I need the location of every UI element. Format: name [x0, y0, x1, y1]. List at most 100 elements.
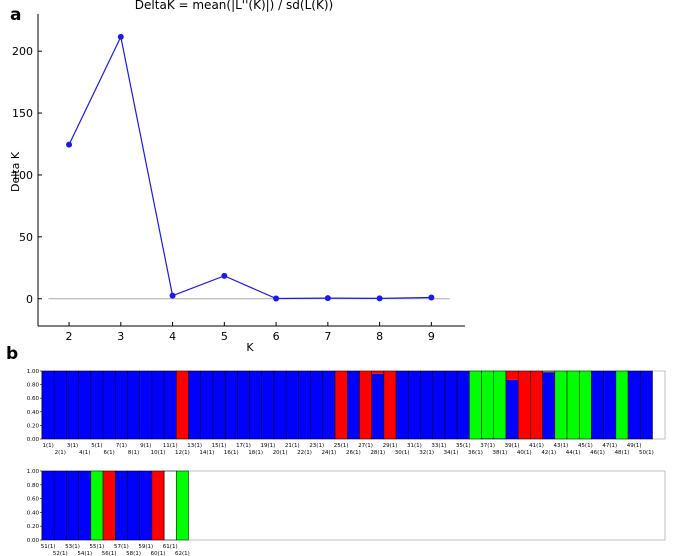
chart-b-xtick-label: 41(1) [529, 443, 544, 449]
chart-b-xtick-label: 28(1) [370, 450, 385, 456]
chart-b-xtick-label: 53(1) [65, 544, 80, 550]
chart-b-xtick-label: 25(1) [334, 443, 349, 449]
chart-b-xtick-label: 26(1) [346, 450, 361, 456]
chart-a-ytick-label: 200 [12, 45, 33, 58]
chart-b-xtick-label: 38(1) [492, 450, 507, 456]
chart-b-segment-blue [115, 471, 128, 540]
chart-b-segment-blue [322, 371, 336, 439]
chart-b-xtick-label: 8(1) [128, 450, 139, 456]
chart-b-xtick-label: 48(1) [615, 450, 630, 456]
chart-b-xtick-label: 3(1) [67, 443, 78, 449]
chart-b-xtick-label: 37(1) [480, 443, 495, 449]
chart-b-xtick-label: 7(1) [116, 443, 127, 449]
chart-b-xtick-label: 31(1) [407, 443, 422, 449]
chart-b-ytick-label: 0.20 [27, 524, 40, 530]
chart-b-segment-red [518, 371, 531, 439]
chart-b-segment-blue [237, 371, 250, 439]
chart-b-xtick-label: 50(1) [639, 450, 654, 456]
chart-b-xtick-label: 60(1) [151, 551, 166, 556]
panel-label-a: a [10, 5, 21, 25]
chart-b-segment-blue [66, 371, 79, 439]
chart-b-xtick-label: 27(1) [358, 443, 373, 449]
chart-b-segment-blue [286, 371, 299, 439]
chart-b-segment-blue [432, 371, 445, 439]
chart-b-segment-red [176, 371, 189, 439]
chart-b-xtick-label: 23(1) [309, 443, 324, 449]
chart-b-segment-blue [347, 371, 360, 439]
chart-b-xtick-label: 5(1) [91, 443, 102, 449]
chart-b-xtick-label: 30(1) [395, 450, 410, 456]
chart-a-ylabel: Delta K [9, 151, 22, 192]
chart-b-xtick-label: 45(1) [578, 443, 593, 449]
panel-label-b: b [6, 344, 18, 364]
chart-b-segment-blue [225, 371, 238, 439]
chart-b-xtick-label: 6(1) [104, 450, 115, 456]
chart-b-xtick-label: 18(1) [248, 450, 263, 456]
chart-b-segment-blue [139, 471, 152, 540]
chart-b-ytick-label: 0.00 [27, 437, 40, 443]
chart-b-segment-blue [420, 371, 433, 439]
chart-b-segment-blue [591, 371, 604, 439]
chart-b-segment-red [359, 371, 372, 439]
chart-b-segment-blue [408, 371, 421, 439]
chart-b-ytick-label: 0.60 [27, 396, 40, 402]
chart-b-segment-green [554, 371, 568, 439]
chart-b-xtick-label: 2(1) [55, 450, 66, 456]
chart-a-xtick-label: 5 [221, 330, 228, 343]
chart-b-xtick-label: 56(1) [102, 551, 117, 556]
chart-b-segment-red [542, 371, 555, 373]
chart-b-segment-blue [249, 371, 262, 439]
chart-b-segment-blue [90, 371, 104, 439]
chart-b-segment-green [469, 371, 482, 439]
chart-b-xtick-label: 24(1) [322, 450, 337, 456]
chart-b-segment-blue [444, 371, 458, 439]
chart-b-xtick-label: 12(1) [175, 450, 190, 456]
chart-b-xtick-label: 22(1) [297, 450, 312, 456]
chart-b-segment-red [371, 371, 384, 374]
chart-a-xtick-label: 9 [428, 330, 435, 343]
chart-b-segment-blue [371, 373, 384, 439]
chart-b-ytick-label: 0.20 [27, 423, 40, 429]
chart-b-xtick-label: 57(1) [114, 544, 129, 550]
chart-b-xtick-label: 13(1) [187, 443, 202, 449]
chart-b-individual-bar [176, 470, 189, 541]
chart-b-segment-blue [66, 471, 79, 540]
chart-b-xtick-label: 1(1) [42, 443, 53, 449]
chart-b-xtick-label: 62(1) [175, 551, 190, 556]
chart-b-segment-blue [273, 371, 287, 439]
chart-b-ytick-label: 1.00 [27, 469, 40, 475]
chart-b-xtick-label: 54(1) [77, 551, 92, 556]
chart-b-xtick-label: 42(1) [541, 450, 556, 456]
chart-b-xtick-label: 4(1) [79, 450, 90, 456]
chart-b-segment-blue [481, 438, 494, 439]
chart-b-segment-green [579, 371, 592, 439]
chart-a-ytick-label: 0 [26, 293, 33, 306]
chart-b-segment-blue [628, 371, 641, 439]
chart-a-ytick-label: 100 [12, 169, 33, 182]
chart-b-segment-blue [603, 371, 616, 439]
chart-b-ytick-label: 1.00 [27, 369, 40, 375]
chart-b-segment-blue [115, 371, 128, 439]
chart-b-xtick-label: 20(1) [273, 450, 288, 456]
chart-b-xtick-label: 14(1) [199, 450, 214, 456]
chart-b: 0.00 0.20 0.40 0.60 0.80 1.00 1(1)2(1)3(1)4(1)… [27, 369, 666, 556]
chart-a-data-point [221, 272, 228, 279]
chart-b-ytick-label: 0.60 [27, 497, 40, 503]
chart-a-xtick-label: 6 [273, 330, 280, 343]
chart-a-xtick-label: 2 [66, 330, 73, 343]
chart-b-ytick-label: 0.40 [27, 410, 40, 416]
chart-b-segment-red [383, 371, 397, 439]
chart-b-segment-green [176, 471, 189, 540]
chart-b-segment-green [615, 371, 629, 439]
chart-b-xtick-label: 47(1) [602, 443, 617, 449]
chart-b-segment-blue [298, 371, 311, 439]
chart-b-segment-blue [505, 379, 519, 439]
chart-a-data-point [66, 141, 73, 148]
chart-a: 0 50 100 150 200 2 3 4 5 6 7 8 9 [12, 14, 465, 343]
chart-b-segment-blue [127, 371, 140, 439]
chart-b-segment-green [567, 371, 580, 439]
chart-a-data-point [428, 294, 435, 301]
chart-b-xtick-label: 10(1) [151, 450, 166, 456]
chart-b-xtick-label: 11(1) [163, 443, 178, 449]
chart-b-segment-green [481, 371, 494, 439]
